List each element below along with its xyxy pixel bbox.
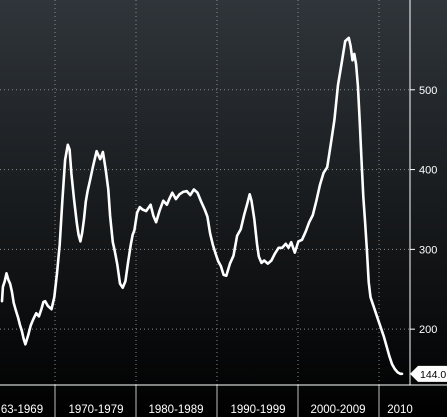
x-category-label: 2010 (387, 404, 413, 416)
last-value-label: 144.0 (420, 369, 446, 381)
x-category-label: 1990-1999 (231, 404, 286, 416)
labels: 200 300 400 500 63-1969 1970-1979 1980-1989 199… (1, 85, 447, 416)
x-category-label: 2000-2009 (311, 404, 366, 416)
series-line (0, 36, 404, 376)
y-tick-label: 200 (419, 324, 437, 336)
series-layer (0, 36, 404, 376)
x-category-label: 1980-1989 (149, 404, 204, 416)
y-tick-label: 500 (419, 85, 437, 97)
grid-lines (0, 0, 410, 385)
x-category-label: 1970-1979 (69, 404, 124, 416)
last-value-box (410, 365, 447, 382)
y-tick-label: 400 (419, 165, 437, 177)
y-tick-label: 300 (419, 244, 437, 256)
x-category-label: 63-1969 (1, 404, 43, 416)
